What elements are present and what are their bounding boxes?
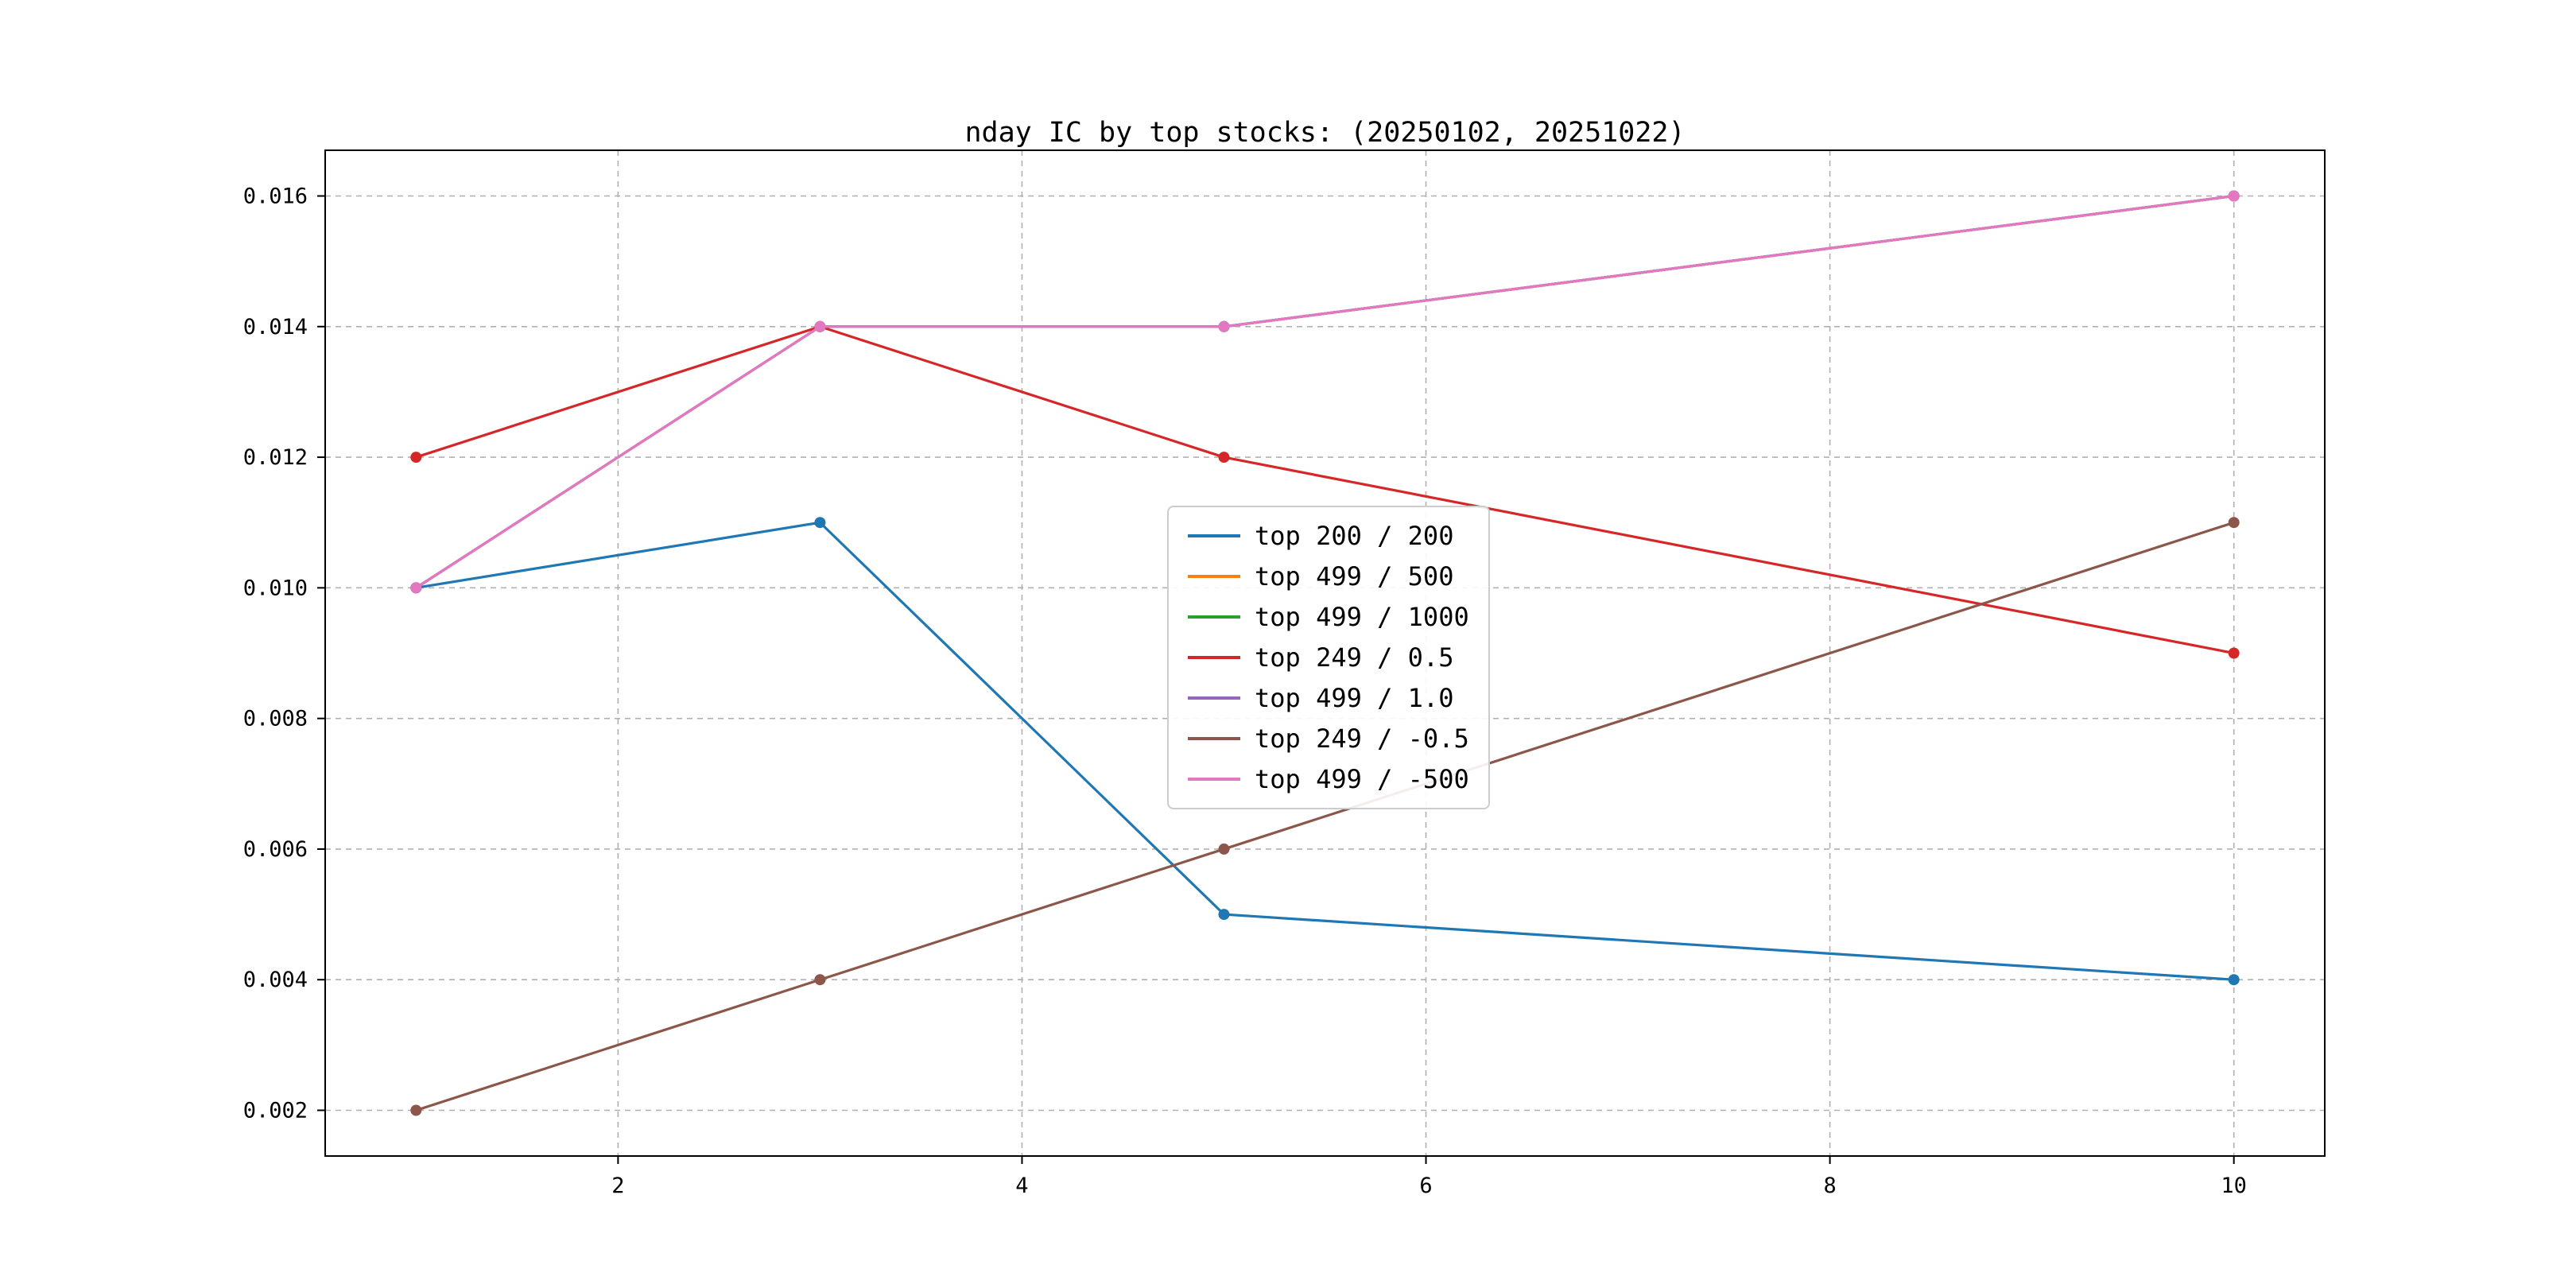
- legend: top 200 / 200 top 499 / 500 top 499 / 1000…: [1167, 506, 1490, 809]
- y-tick-label: 0.004: [243, 968, 308, 992]
- y-tick-label: 0.010: [243, 576, 308, 600]
- chart-title: nday IC by top stocks: (20250102, 202510…: [964, 117, 1686, 149]
- data-point-marker: [2228, 647, 2240, 659]
- legend-item: top 249 / 0.5: [1188, 642, 1469, 673]
- legend-item: top 200 / 200: [1188, 520, 1469, 552]
- legend-label: top 249 / -0.5: [1255, 724, 1469, 754]
- legend-label: top 499 / 1000: [1255, 602, 1469, 632]
- series-line: [414, 194, 2236, 589]
- plot-border: [324, 149, 2326, 1157]
- x-tick-label: 8: [1823, 1174, 1836, 1198]
- legend-item: top 499 / 1.0: [1188, 682, 1469, 714]
- data-point-marker: [1218, 320, 1230, 332]
- series-line: [414, 521, 2236, 981]
- legend-line-sample: [1188, 696, 1240, 700]
- legend-label: top 499 / 1.0: [1255, 683, 1454, 713]
- legend-item: top 499 / -500: [1188, 763, 1469, 795]
- y-tick-label: 0.006: [243, 837, 308, 862]
- legend-line-sample: [1188, 575, 1240, 578]
- data-point-marker: [1218, 452, 1230, 464]
- legend-line-sample: [1188, 534, 1240, 537]
- data-point-marker: [410, 1104, 422, 1116]
- y-tick-label: 0.002: [243, 1099, 308, 1123]
- x-tick-label: 4: [1015, 1174, 1028, 1198]
- series-line: [414, 325, 2236, 655]
- data-point-marker: [814, 320, 826, 332]
- y-tick-label: 0.016: [243, 184, 308, 209]
- data-point-marker: [2228, 190, 2240, 202]
- data-point-marker: [2228, 517, 2240, 529]
- y-tick-label: 0.012: [243, 445, 308, 470]
- data-point-marker: [1218, 843, 1230, 855]
- legend-label: top 249 / 0.5: [1255, 642, 1454, 673]
- legend-line-sample: [1188, 615, 1240, 619]
- series-line: [414, 521, 2236, 1112]
- legend-item: top 499 / 500: [1188, 561, 1469, 592]
- legend-label: top 499 / 500: [1255, 561, 1454, 592]
- y-tick-label: 0.014: [243, 315, 308, 339]
- x-tick-label: 10: [2221, 1174, 2247, 1198]
- legend-label: top 499 / -500: [1255, 764, 1469, 794]
- legend-item: top 249 / -0.5: [1188, 723, 1469, 755]
- x-tick-label: 2: [611, 1174, 624, 1198]
- data-point-marker: [410, 582, 422, 594]
- data-point-marker: [814, 974, 826, 986]
- legend-label: top 200 / 200: [1255, 521, 1454, 551]
- data-point-marker: [814, 517, 826, 529]
- legend-line-sample: [1188, 737, 1240, 740]
- data-point-marker: [410, 452, 422, 464]
- data-point-marker: [1218, 909, 1230, 921]
- legend-item: top 499 / 1000: [1188, 601, 1469, 633]
- legend-line-sample: [1188, 778, 1240, 781]
- legend-line-sample: [1188, 656, 1240, 659]
- data-point-marker: [2228, 974, 2240, 986]
- y-tick-label: 0.008: [243, 707, 308, 731]
- x-tick-label: 6: [1419, 1174, 1432, 1198]
